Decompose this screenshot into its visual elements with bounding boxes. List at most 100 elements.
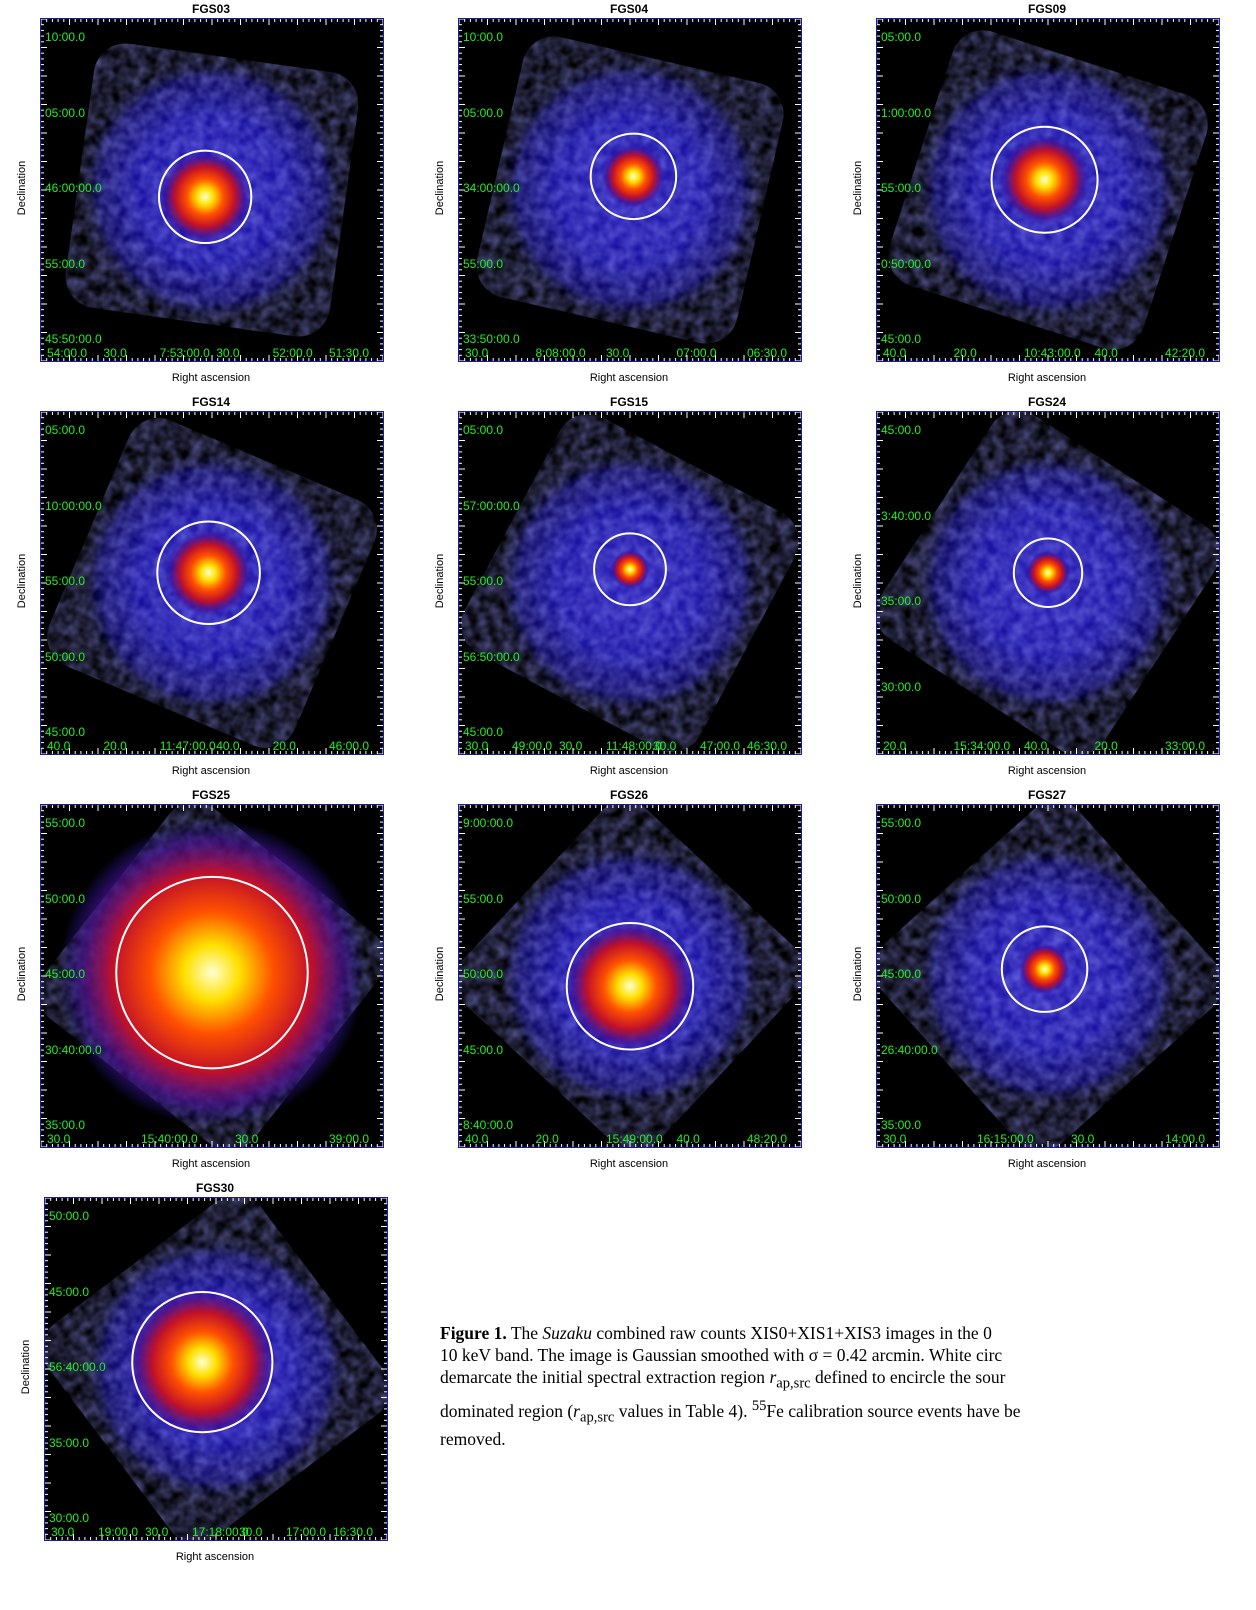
dec-tick-label: 50:00.0 <box>881 891 922 906</box>
x-axis-label: Right ascension <box>171 765 251 777</box>
ra-tick-label: 48:20.0 <box>747 1132 788 1146</box>
panel-title: FGS24 <box>1027 395 1066 409</box>
dec-tick-label: 35:00.0 <box>881 1118 922 1132</box>
dec-tick-label: 45:00.0 <box>881 423 922 437</box>
caption-subscript: ap,src <box>776 1375 811 1392</box>
dec-tick-label: 55:00.0 <box>881 816 922 830</box>
x-axis-label: Right ascension <box>171 372 251 384</box>
dec-tick-label: 33:50:00.0 <box>463 332 520 346</box>
ra-tick-label: 20.0 <box>1094 739 1118 753</box>
figure-caption: Figure 1. The Suzaku combined raw counts… <box>440 1322 1240 1450</box>
ra-tick-label: 11:47:00.0 <box>159 739 216 753</box>
ra-tick-label: 20.0 <box>883 739 907 753</box>
ra-tick-label: 30.0 <box>559 739 583 753</box>
ra-tick-label: 49:00.0 <box>512 739 553 753</box>
dec-tick-label: 05:00.0 <box>45 423 86 437</box>
ra-tick-label: 51:30.0 <box>329 346 370 360</box>
xray-image-render <box>45 1198 387 1540</box>
cluster-emission <box>58 819 366 1126</box>
dec-tick-label: 50:00.0 <box>45 891 86 906</box>
ra-tick-label: 40.0 <box>1094 346 1118 360</box>
ra-tick-label: 06:30.0 <box>747 346 788 360</box>
xray-image-render <box>459 412 801 754</box>
dec-tick-label: 30:00.0 <box>49 1511 90 1525</box>
y-axis-label: Declination <box>852 946 864 1002</box>
image-panel-fgs15: FGS15 05:00.0 57:00:00.0 55:00.0 56:50:00.0 4… <box>434 395 802 777</box>
xray-image: 45:00.0 3:40:00.0 35:00.0 30:00.0 20.0 15:34:… <box>876 411 1220 755</box>
ra-tick-label: 20.0 <box>272 739 296 753</box>
caption-text: defined to encircle the sour <box>810 1367 1006 1387</box>
dec-tick-label: 45:00.0 <box>45 725 86 739</box>
caption-text: demarcate the initial spectral extractio… <box>440 1367 770 1387</box>
dec-tick-label: 45:00.0 <box>463 1042 504 1057</box>
caption-symbol: r <box>573 1400 580 1421</box>
ra-tick-label: 30.0 <box>235 1132 259 1146</box>
ra-tick-label: 39:00.0 <box>329 1132 370 1146</box>
dec-tick-label: 30:00.0 <box>881 679 922 694</box>
panel-title: FGS15 <box>609 395 648 409</box>
ra-tick-label: 15:49:00.0 <box>606 1132 663 1146</box>
ra-tick-label: 8:08:00.0 <box>535 346 586 360</box>
dec-tick-label: 05:00.0 <box>463 423 504 437</box>
ra-tick-label: 30.0 <box>47 1132 71 1146</box>
panel-title: FGS26 <box>609 788 648 802</box>
xray-image-render <box>459 19 801 361</box>
dec-tick-label: 26:40:00.0 <box>881 1042 938 1057</box>
ra-tick-label: 30.0 <box>145 1525 169 1539</box>
ra-tick-label: 15:40:00.0 <box>141 1132 198 1146</box>
dec-tick-label: 35:00.0 <box>45 1118 86 1132</box>
xray-image: 55:00.0 50:00.0 45:00.0 26:40:00.0 35:00.0 30… <box>876 804 1220 1148</box>
dec-tick-label: 0:50:00.0 <box>881 256 932 271</box>
dec-tick-label: 05:00.0 <box>463 105 504 120</box>
ra-tick-label: 16:30.0 <box>333 1525 374 1539</box>
dec-tick-label: 55:00.0 <box>463 256 504 271</box>
extraction-region-circle <box>131 1291 274 1434</box>
panel-title: FGS09 <box>1027 2 1066 16</box>
ra-tick-label: 30.0 <box>465 739 489 753</box>
dec-tick-label: 45:00.0 <box>49 1284 90 1299</box>
dec-tick-label: 57:00:00.0 <box>463 498 520 513</box>
dec-tick-label: 45:00.0 <box>881 332 922 346</box>
xray-image: 05:00.0 57:00:00.0 55:00.0 56:50:00.0 45:00.… <box>458 411 802 755</box>
panel-title: FGS25 <box>191 788 230 802</box>
ra-tick-label: 52:00.0 <box>272 346 313 360</box>
ra-tick-label: 7:53:00.0 <box>159 346 210 360</box>
panel-title: FGS14 <box>191 395 230 409</box>
caption-text: removed. <box>440 1428 506 1449</box>
ra-tick-label: 40.0 <box>883 346 907 360</box>
dec-tick-label: 50:00.0 <box>45 649 86 664</box>
caption-text: Fe calibration source events have be <box>766 1400 1021 1421</box>
dec-tick-label: 35:00.0 <box>49 1435 90 1450</box>
xray-image-render <box>877 805 1219 1147</box>
extraction-region-circle <box>589 132 678 221</box>
ra-tick-label: 17:00.0 <box>286 1525 327 1539</box>
dec-tick-label: 55:00.0 <box>463 891 504 906</box>
image-panel-fgs27: FGS27 55:00.0 50:00.0 45:00.0 26:40:00.0 35:0… <box>852 788 1220 1170</box>
ra-tick-label: 30.0 <box>103 346 127 360</box>
dec-tick-label: 30:40:00.0 <box>45 1042 102 1057</box>
ra-tick-label: 30.0 <box>239 1525 263 1539</box>
xray-image-render <box>877 19 1219 361</box>
x-axis-label: Right ascension <box>1007 765 1087 777</box>
dec-tick-label: 55:00.0 <box>45 574 86 588</box>
ra-tick-label: 30.0 <box>653 739 677 753</box>
dec-tick-label: 50:00.0 <box>49 1209 90 1223</box>
dec-tick-label: 55:00.0 <box>881 181 922 195</box>
x-axis-label: Right ascension <box>175 1551 255 1563</box>
dec-tick-label: 55:00.0 <box>463 574 504 588</box>
extraction-region-circle <box>593 532 667 607</box>
x-axis-label: Right ascension <box>589 372 669 384</box>
x-axis-label: Right ascension <box>589 765 669 777</box>
image-panel-fgs09: FGS09 05:00.0 1:00:00.0 55:00.0 0:50:00.0 45:… <box>852 2 1220 384</box>
extraction-region-circle <box>565 921 695 1051</box>
dec-tick-label: 45:00.0 <box>881 967 922 981</box>
ra-tick-label: 40.0 <box>47 739 71 753</box>
image-panel-fgs04: FGS04 10:00.0 05:00.0 34:00:00.0 55:00.0 33:5… <box>434 2 802 384</box>
extraction-region-circle <box>157 149 253 245</box>
y-axis-label: Declination <box>16 946 28 1002</box>
ra-tick-label: 40.0 <box>676 1132 700 1146</box>
panel-title: FGS27 <box>1027 788 1066 802</box>
xray-image-render <box>41 412 383 754</box>
dec-tick-label: 45:00.0 <box>463 725 504 739</box>
ra-tick-label: 07:00.0 <box>676 346 717 360</box>
